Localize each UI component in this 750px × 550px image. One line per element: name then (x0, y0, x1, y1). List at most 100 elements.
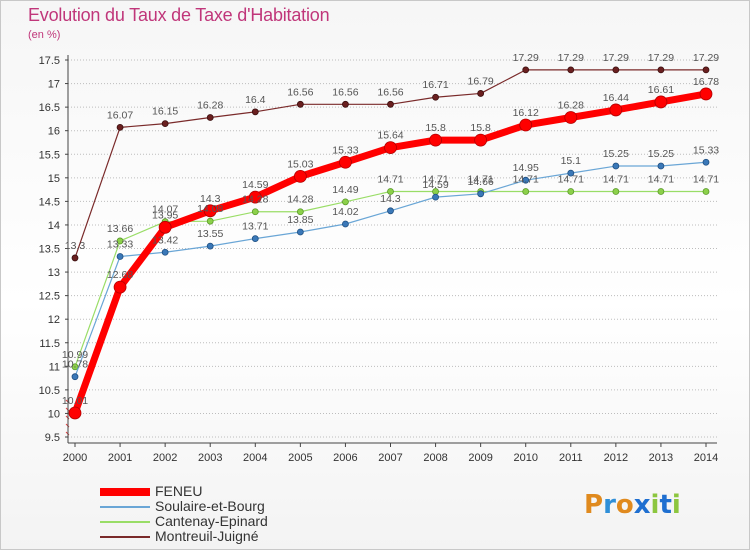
unit-label: (en %) (28, 29, 61, 41)
x-tick-label: 2012 (604, 452, 628, 464)
legend-entry: Soulaire-et-Bourg (100, 499, 400, 514)
data-label: 14.28 (242, 194, 268, 206)
data-point (68, 406, 82, 420)
data-point (387, 188, 394, 195)
x-tick-label: 2000 (63, 452, 87, 464)
legend-entry: Cantenay-Epinard (100, 514, 400, 529)
legend-label: Montreuil-Juigné (155, 528, 259, 544)
data-point (657, 66, 665, 74)
data-label: 16.28 (197, 99, 223, 111)
data-label: 16.28 (558, 99, 584, 111)
data-label: 17.29 (603, 52, 629, 64)
y-tick-label: 12 (48, 314, 60, 326)
data-label: 13.55 (197, 228, 223, 240)
data-label: 15.1 (561, 155, 582, 167)
data-point (113, 280, 127, 294)
y-tick-label: 17.5 (39, 55, 60, 67)
data-label: 15.03 (287, 158, 313, 170)
data-label: 14.28 (287, 194, 313, 206)
y-tick-label: 9.5 (45, 432, 60, 444)
data-point (429, 133, 442, 147)
data-label: 17.29 (558, 52, 584, 64)
logo-letter: i (650, 490, 660, 520)
data-label: 14.71 (558, 173, 584, 185)
data-label: 16.56 (287, 86, 313, 98)
data-point (116, 253, 124, 260)
data-point (206, 114, 214, 121)
data-label: 13.33 (107, 239, 133, 251)
legend-swatch (100, 536, 150, 538)
data-point (702, 66, 710, 74)
x-tick-label: 2008 (423, 452, 447, 464)
data-point (206, 242, 214, 250)
data-label: 14.71 (693, 173, 719, 185)
y-tick-label: 16.5 (39, 102, 60, 114)
x-tick-label: 2013 (649, 452, 673, 464)
data-point (522, 176, 530, 184)
axes: 9.51010.51111.51212.51313.51414.51515.51… (39, 55, 718, 464)
data-label: 14.02 (332, 206, 358, 218)
data-point (116, 123, 124, 131)
data-label: 14.59 (242, 179, 268, 191)
logo-letter: x (633, 490, 651, 520)
y-tick-label: 11 (49, 361, 60, 373)
data-label: 14.07 (152, 204, 178, 216)
y-tick-label: 12.5 (39, 291, 60, 303)
y-tick-label: 13 (48, 267, 60, 279)
legend: FENEU Soulaire-et-Bourg Cantenay-Epinard Mo… (100, 484, 400, 544)
data-point (248, 190, 262, 204)
data-point (251, 108, 259, 116)
y-tick-label: 16 (48, 126, 60, 138)
data-point (474, 133, 488, 147)
data-label: 14.3 (200, 193, 221, 205)
data-label: 10.01 (62, 395, 88, 407)
data-point (161, 120, 169, 128)
data-label: 16.4 (245, 94, 266, 106)
data-label: 14.71 (603, 173, 629, 185)
data-label: 14.3 (380, 193, 401, 205)
data-point (522, 66, 530, 74)
data-label: 16.78 (693, 76, 719, 88)
data-point (432, 93, 439, 101)
data-label: 12.68 (107, 269, 133, 281)
data-point (342, 220, 349, 228)
data-labels: 13.3 16.07 16.15 16.28 16.4 16.56 16.56 16.56 16… (62, 52, 719, 407)
data-label: 15.33 (332, 144, 358, 156)
y-tick-label: 17 (48, 79, 60, 91)
data-label: 14.71 (468, 173, 494, 185)
logo-letter: i (671, 490, 681, 520)
data-label: 17.29 (513, 52, 539, 64)
x-tick-label: 2011 (559, 452, 583, 464)
x-tick-label: 2010 (513, 452, 537, 464)
data-label: 14.95 (513, 162, 539, 174)
data-point (296, 228, 304, 236)
data-point (206, 217, 214, 225)
x-tick-label: 2009 (468, 452, 492, 464)
data-point (296, 208, 304, 216)
data-label: 10.78 (62, 359, 88, 371)
proxiti-logo: Proxiti (584, 490, 681, 520)
data-point (702, 158, 710, 166)
data-point (203, 204, 217, 218)
data-label: 14.71 (422, 173, 448, 185)
data-point (657, 162, 665, 170)
data-label: 13.66 (107, 223, 133, 235)
data-label: 15.25 (648, 148, 674, 160)
data-point (522, 188, 530, 195)
x-tick-label: 2004 (243, 452, 267, 464)
x-tick-label: 2001 (108, 452, 132, 464)
data-label: 14.71 (377, 173, 403, 185)
data-point (387, 207, 394, 215)
data-point (158, 220, 172, 234)
data-point (293, 169, 307, 183)
data-label: 13.42 (152, 234, 178, 246)
data-point (71, 254, 79, 262)
x-tick-label: 2006 (333, 452, 357, 464)
data-point (116, 237, 124, 245)
x-tick-label: 2014 (694, 452, 718, 464)
grid (68, 59, 717, 438)
data-point (699, 87, 713, 101)
data-point (342, 198, 349, 206)
data-point (339, 155, 352, 169)
data-label: 16.44 (603, 92, 629, 104)
